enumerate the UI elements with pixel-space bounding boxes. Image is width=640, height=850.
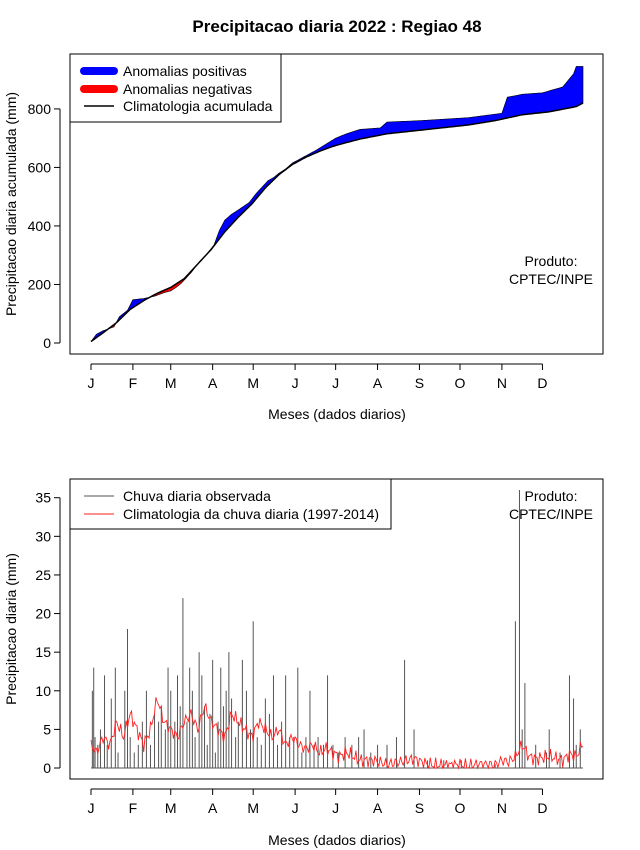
x-tick-label: A: [208, 375, 218, 391]
y-tick-label: 0: [43, 760, 51, 776]
y-tick-label: 0: [43, 335, 51, 351]
bottom-data-layer: [90, 490, 584, 770]
top-legend: Anomalias positivas Anomalias negativas …: [69, 53, 282, 123]
top-product-label: Produto:: [525, 253, 578, 269]
y-tick-label: 25: [35, 567, 51, 583]
bottom-product-label: Produto:: [525, 488, 578, 504]
y-tick-label: 5: [43, 721, 51, 737]
x-tick-label: J: [332, 375, 339, 391]
x-tick-label: J: [292, 375, 299, 391]
top-xlabel: Meses (dados diarios): [268, 406, 406, 422]
bottom-ylabel: Precipitacao diaria (mm): [3, 553, 19, 705]
top-product-org: CPTEC/INPE: [509, 271, 593, 287]
x-tick-label: M: [247, 800, 259, 816]
y-tick-label: 10: [35, 683, 51, 699]
legend-label-climatology: Climatologia acumulada: [123, 98, 273, 114]
x-tick-label: J: [88, 800, 95, 816]
y-tick-label: 20: [35, 606, 51, 622]
x-tick-label: N: [497, 800, 507, 816]
x-tick-label: S: [415, 375, 424, 391]
y-tick-label: 400: [28, 218, 52, 234]
y-tick-label: 200: [28, 276, 52, 292]
x-tick-label: A: [208, 800, 218, 816]
bottom-legend-box: [69, 478, 392, 530]
x-tick-label: O: [455, 375, 466, 391]
legend-label-positive: Anomalias positivas: [123, 63, 247, 79]
bottom-legend: Chuva diaria observada Climatologia da c…: [69, 478, 392, 530]
top-plot-frame: [69, 53, 604, 355]
legend-label-observed: Chuva diaria observada: [123, 488, 271, 504]
legend-label-daily-climatology: Climatologia da chuva diaria (1997-2014): [123, 506, 379, 522]
chart-title: Precipitacao diaria 2022 : Regiao 48: [192, 17, 481, 36]
x-tick-label: F: [129, 375, 138, 391]
x-tick-label: M: [247, 375, 259, 391]
y-tick-label: 35: [35, 490, 51, 506]
legend-label-negative: Anomalias negativas: [123, 81, 252, 97]
x-tick-label: J: [88, 375, 95, 391]
top-y-axis: 0 200 400 600 800: [28, 101, 61, 351]
bottom-y-axis: 0 5 10 15 20 25 30 35: [35, 490, 61, 776]
top-data-layer: [90, 66, 584, 343]
x-tick-label: D: [537, 800, 547, 816]
x-tick-label: A: [373, 375, 383, 391]
top-ylabel: Precipitacao diaria acumulada (mm): [3, 92, 19, 316]
y-tick-label: 800: [28, 101, 52, 117]
x-tick-label: M: [165, 375, 177, 391]
x-tick-label: A: [373, 800, 383, 816]
climatology-line: [90, 102, 584, 343]
x-tick-label: O: [455, 800, 466, 816]
positive-anomaly-area: [115, 296, 151, 325]
bottom-xlabel: Meses (dados diarios): [268, 832, 406, 848]
y-tick-label: 15: [35, 644, 51, 660]
y-tick-label: 30: [35, 528, 51, 544]
x-tick-label: J: [332, 800, 339, 816]
x-tick-label: M: [165, 800, 177, 816]
x-tick-label: D: [537, 375, 547, 391]
x-tick-label: S: [415, 800, 424, 816]
negative-anomaly-area: [148, 263, 199, 299]
x-tick-label: J: [292, 800, 299, 816]
y-tick-label: 600: [28, 159, 52, 175]
bottom-product-org: CPTEC/INPE: [509, 506, 593, 522]
daily-climatology-line: [90, 697, 584, 770]
bottom-plot: 0 5 10 15 20 25 30 35 J F M A M J J A S O N D Precipitacao…: [3, 478, 604, 848]
x-tick-label: N: [497, 375, 507, 391]
x-tick-label: F: [129, 800, 138, 816]
top-plot: 0 200 400 600 800 J F M A M J J A S O N D Precipitacao …: [3, 53, 604, 422]
